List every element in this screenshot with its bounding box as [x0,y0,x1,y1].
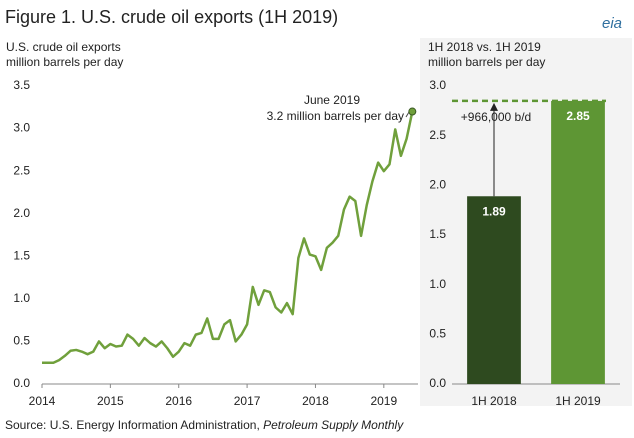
y-tick-label: 0.0 [13,376,30,390]
y-tick-label: 2.0 [13,206,30,220]
axis-label: 1H 2018 vs. 1H 2019 [428,40,541,54]
annotation: June 2019 [304,93,360,107]
y-tick-label: 0.5 [13,334,30,348]
source: Source: U.S. Energy Information Administ… [5,418,404,432]
x-tick-label: 2017 [234,394,261,408]
title: Figure 1. U.S. crude oil exports (1H 201… [5,7,338,27]
axis-label: million barrels per day [428,55,545,69]
bar [551,100,605,385]
x-tick-label: 1H 2019 [555,394,601,408]
point [408,107,417,116]
source-publication: Petroleum Supply Monthly [263,418,404,432]
y-tick-label: 2.5 [429,128,446,142]
value-label: 2.85 [566,109,590,123]
y-tick-label: 3.0 [13,121,30,135]
x-tick-label: 2018 [302,394,329,408]
y-tick-label: 0.5 [429,327,446,341]
y-tick-label: 1.5 [429,227,446,241]
x-tick-label: 1H 2018 [471,394,517,408]
y-tick-label: 3.0 [429,78,446,92]
x-tick-label: 2015 [97,394,124,408]
y-tick-label: 1.0 [13,291,30,305]
y-tick-label: 1.5 [13,248,30,262]
value-label: 1.89 [482,204,506,218]
source-text: Source: U.S. Energy Information Administ… [5,418,263,432]
axis-label: million barrels per day [6,55,123,69]
x-tick-label: 2016 [165,394,192,408]
y-tick-label: 1.0 [429,277,446,291]
y-tick-label: 2.0 [429,178,446,192]
logo: eia [602,15,622,32]
y-tick-label: 2.5 [13,163,30,177]
y-tick-label: 0.0 [429,376,446,390]
annotation: +966,000 b/d [461,110,531,124]
x-tick-label: 2014 [29,394,56,408]
axis-label: U.S. crude oil exports [6,40,121,54]
y-tick-label: 3.5 [13,78,30,92]
arrow-head [490,102,498,111]
x-tick-label: 2019 [370,394,397,408]
bar [467,196,521,384]
annotation: 3.2 million barrels per day [267,109,404,123]
line [42,111,414,364]
